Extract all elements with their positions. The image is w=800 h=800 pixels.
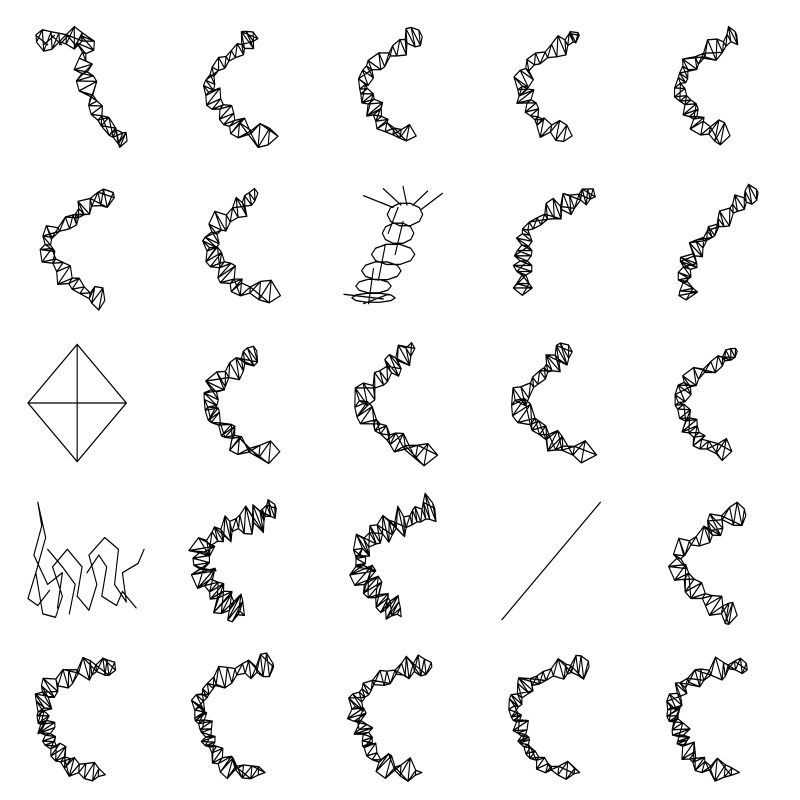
- panel-11: [27, 343, 127, 463]
- panel-3-wireframe: [357, 26, 423, 142]
- panel-23: [346, 654, 433, 782]
- panel-20: [668, 501, 747, 626]
- panel-13: [354, 341, 439, 467]
- panel-14: [511, 342, 598, 464]
- panel-15-wireframe: [674, 347, 738, 462]
- panel-18: [349, 492, 437, 620]
- panel-24-wireframe: [508, 654, 590, 780]
- panel-5-wireframe: [673, 25, 739, 146]
- panel-4: [513, 30, 580, 143]
- panel-21: [34, 656, 117, 782]
- panel-18-wireframe: [349, 492, 437, 620]
- panel-19: [501, 501, 601, 621]
- panel-16-wireframe: [27, 501, 145, 618]
- panel-21-wireframe: [34, 656, 117, 782]
- panel-15: [674, 347, 738, 462]
- panel-11-wireframe: [27, 343, 127, 463]
- panel-7-wireframe: [202, 187, 281, 304]
- panel-10: [677, 183, 759, 301]
- panel-22-wireframe: [190, 652, 275, 780]
- panel-13-wireframe: [354, 341, 439, 467]
- panel-1-wireframe: [35, 25, 128, 148]
- panel-5: [673, 25, 739, 146]
- panel-6-wireframe: [39, 188, 115, 311]
- panel-25: [666, 656, 748, 782]
- panel-16: [27, 501, 145, 618]
- panel-23-wireframe: [346, 654, 433, 782]
- panel-6: [39, 188, 115, 311]
- panel-20-wireframe: [668, 501, 747, 626]
- panel-1: [35, 25, 128, 148]
- panel-17-wireframe: [188, 498, 277, 623]
- panel-22: [190, 652, 275, 780]
- panel-10-wireframe: [677, 183, 759, 301]
- panel-25-wireframe: [666, 656, 748, 782]
- panel-14-wireframe: [511, 342, 598, 464]
- panel-8-wireframe: [343, 185, 443, 305]
- panel-7: [202, 187, 281, 304]
- panel-2: [202, 30, 279, 149]
- panel-9-wireframe: [512, 188, 596, 296]
- panel-12: [203, 345, 281, 465]
- panel-4-wireframe: [513, 30, 580, 143]
- panel-3: [357, 26, 423, 142]
- panel-17: [188, 498, 277, 623]
- panel-19-wireframe: [501, 501, 601, 621]
- panel-9: [512, 188, 596, 296]
- panel-12-wireframe: [203, 345, 281, 465]
- panel-24: [508, 654, 590, 780]
- panel-2-wireframe: [202, 30, 279, 149]
- panel-8: [343, 185, 443, 305]
